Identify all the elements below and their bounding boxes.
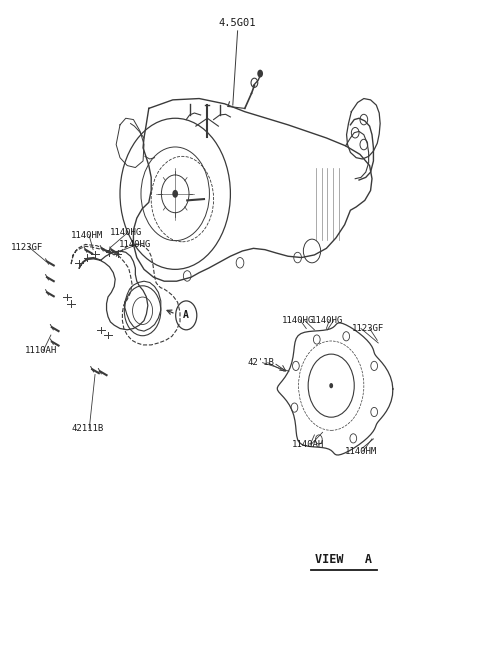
Text: 4.5G01: 4.5G01 [219, 18, 256, 28]
Text: 1140HM: 1140HM [71, 231, 103, 240]
Text: 42'1B: 42'1B [247, 358, 274, 367]
Text: 1140HG: 1140HG [311, 316, 343, 325]
Text: 1123GF: 1123GF [351, 324, 384, 333]
Text: VIEW   A: VIEW A [315, 553, 372, 566]
Text: 1140AH: 1140AH [292, 440, 324, 449]
Text: 1140HG: 1140HG [119, 240, 151, 249]
Text: 1140HG: 1140HG [282, 316, 314, 325]
Text: 42111B: 42111B [71, 424, 103, 433]
Circle shape [329, 383, 333, 388]
Text: 1110AH: 1110AH [25, 346, 57, 355]
Circle shape [257, 70, 263, 78]
Circle shape [172, 190, 178, 198]
Text: 1140HG: 1140HG [109, 228, 142, 237]
Text: 1140HM: 1140HM [345, 447, 377, 456]
Text: 1123GF: 1123GF [11, 242, 43, 252]
Text: A: A [183, 310, 189, 321]
